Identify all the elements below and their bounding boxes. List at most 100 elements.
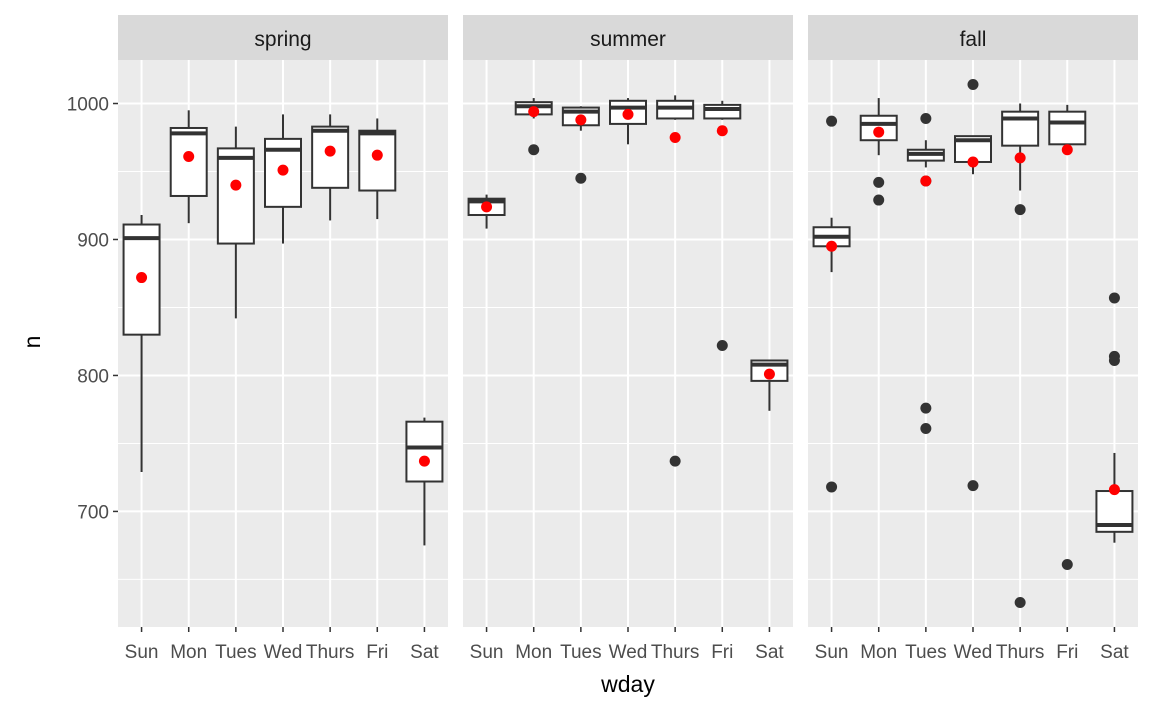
outlier-point	[1108, 292, 1120, 304]
mean-point	[622, 108, 634, 120]
box-iqr	[311, 125, 350, 189]
y-axis: 700 800 900 1000	[67, 95, 118, 523]
box-iqr	[1048, 110, 1087, 146]
mean-point	[371, 149, 383, 161]
facet-panel-summer: summer Sun Mon Tues Wed Thurs Fri Sat	[463, 15, 793, 663]
x-tick-label: Tues	[905, 642, 947, 663]
mean-point	[1108, 484, 1120, 496]
facet-strip	[463, 15, 793, 60]
x-tick-label: Thurs	[651, 642, 700, 663]
mean-point	[575, 114, 587, 126]
outlier-point	[826, 481, 838, 493]
outlier-point	[1014, 597, 1026, 609]
box-spring-Wed	[264, 114, 302, 244]
mean-point	[418, 455, 430, 467]
facet-panel-fall: fall Sun Mon Tues Wed Thurs Fri Sat	[808, 15, 1138, 663]
box-summer-Fri	[703, 100, 742, 352]
outlier-point	[920, 402, 932, 414]
outlier-point	[920, 422, 932, 434]
box-spring-Sat	[405, 417, 444, 546]
box-iqr	[656, 99, 695, 120]
box-summer-Thurs	[656, 95, 695, 467]
box-fall-Fri	[1048, 104, 1087, 570]
box-spring-Thurs	[311, 114, 350, 221]
y-axis-title: n	[19, 336, 45, 349]
outlier-point	[967, 480, 979, 492]
facet-strip	[808, 15, 1138, 60]
box-fall-Wed	[954, 78, 992, 492]
box-spring-Sun	[122, 215, 161, 472]
x-tick-label: Tues	[215, 642, 257, 663]
x-tick-label: Thurs	[306, 642, 355, 663]
box-summer-Sun	[467, 194, 506, 229]
x-tick-label: Tues	[560, 642, 602, 663]
x-tick-label: Sun	[125, 642, 159, 663]
x-tick-label: Wed	[609, 642, 648, 663]
x-tick-label: Fri	[1056, 642, 1078, 663]
facet-strip	[118, 15, 448, 60]
outlier-point	[967, 78, 979, 90]
box-iqr	[405, 420, 444, 483]
mean-point	[920, 175, 932, 187]
mean-point	[136, 272, 148, 284]
box-summer-Wed	[609, 98, 647, 145]
x-tick-label: Sun	[470, 642, 504, 663]
box-iqr	[703, 103, 742, 120]
y-tick-label: 700	[77, 502, 109, 523]
y-tick-label: 1000	[67, 95, 109, 116]
mean-point	[873, 126, 885, 138]
x-tick-label: Wed	[954, 642, 993, 663]
outlier-point	[669, 455, 681, 467]
mean-point	[481, 201, 493, 213]
mean-point	[669, 132, 681, 144]
x-tick-label: Mon	[170, 642, 207, 663]
x-tick-label: Fri	[366, 642, 388, 663]
outlier-point	[920, 112, 932, 124]
outlier-point	[1014, 204, 1026, 216]
mean-point	[826, 240, 838, 252]
outlier-point	[826, 115, 838, 127]
outlier-point	[528, 144, 540, 156]
facet-strip-label: summer	[590, 28, 666, 51]
x-tick-label: Wed	[264, 642, 303, 663]
outlier-point	[1061, 558, 1073, 570]
outlier-point	[716, 340, 728, 352]
x-tick-label: Sat	[1100, 642, 1129, 663]
mean-point	[763, 368, 775, 380]
box-spring-Fri	[358, 118, 397, 220]
facet-panel-spring: spring Sun Mon Tues Wed Thurs Fri Sat	[118, 15, 448, 663]
mean-point	[230, 179, 242, 191]
x-axis-title: wday	[600, 671, 655, 697]
outlier-point	[873, 194, 885, 206]
box-spring-Mon	[169, 110, 208, 224]
x-tick-label: Fri	[711, 642, 733, 663]
mean-point	[967, 156, 979, 168]
box-fall-Sun	[812, 115, 851, 493]
x-tick-label: Sat	[755, 642, 784, 663]
mean-point	[183, 151, 195, 163]
x-tick-label: Sat	[410, 642, 439, 663]
x-tick-label: Mon	[515, 642, 552, 663]
x-tick-label: Mon	[860, 642, 897, 663]
box-summer-Sat	[750, 359, 789, 411]
mean-point	[324, 145, 336, 157]
box-iqr	[216, 147, 255, 245]
mean-point	[1014, 152, 1026, 164]
box-fall-Thurs	[1001, 103, 1040, 609]
mean-point	[277, 164, 289, 176]
mean-point	[1061, 144, 1073, 156]
y-tick-label: 800	[77, 366, 109, 387]
outlier-point	[873, 176, 885, 188]
outlier-point	[1108, 354, 1120, 366]
box-fall-Tues	[906, 112, 945, 434]
y-tick-label: 900	[77, 230, 109, 251]
mean-point	[716, 125, 728, 137]
box-summer-Tues	[561, 106, 600, 184]
box-spring-Tues	[216, 126, 255, 319]
facet-strip-label: fall	[960, 28, 987, 51]
box-fall-Sat	[1095, 292, 1134, 543]
x-tick-label: Thurs	[996, 642, 1045, 663]
box-summer-Mon	[514, 98, 553, 156]
